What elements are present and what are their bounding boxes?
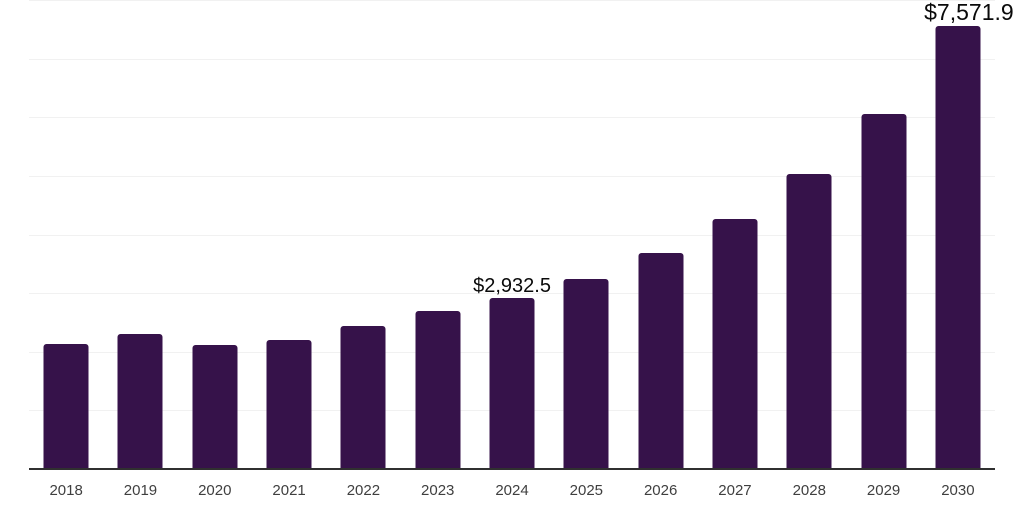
x-tick-2024: 2024 xyxy=(495,482,529,499)
bar-2027 xyxy=(712,219,758,470)
bar-2023 xyxy=(415,310,461,470)
bar-2020 xyxy=(192,344,238,470)
x-tick-2020: 2020 xyxy=(198,482,232,499)
bar-slot-2024: $2,932.5 xyxy=(473,0,551,470)
x-tick-2018: 2018 xyxy=(49,482,83,499)
plot-area: $2,932.5 $7,571.9 xyxy=(29,0,1014,470)
gridline-6000 xyxy=(29,117,995,119)
bars: $2,932.5 $7,571.9 xyxy=(29,0,1014,470)
x-tick-2029: 2029 xyxy=(866,482,901,499)
data-label-2030: $7,571.9 xyxy=(924,0,1014,25)
x-axis-labels: 2018 2019 2020 2021 2022 2023 2024 2025 2026 2027… xyxy=(29,470,995,498)
bar-slot-2030: $7,571.9 xyxy=(921,0,1014,470)
gridline-8000 xyxy=(29,0,995,1)
bar-slot-2023 xyxy=(401,0,475,470)
bar-2025 xyxy=(563,278,609,470)
x-axis-line xyxy=(29,468,995,470)
x-tick-2028: 2028 xyxy=(792,482,826,499)
bar-slot-2025 xyxy=(549,0,623,470)
bar-2029 xyxy=(861,113,907,470)
x-tick-2026: 2026 xyxy=(643,482,678,499)
bar-slot-2018 xyxy=(29,0,103,470)
bar-2019 xyxy=(117,334,163,470)
x-tick-2027: 2027 xyxy=(718,482,752,499)
bar-slot-2029 xyxy=(846,0,920,470)
x-tick-2021: 2021 xyxy=(272,482,306,499)
x-tick-2023: 2023 xyxy=(421,482,455,499)
bar-2026 xyxy=(638,252,684,470)
bar-slot-2022 xyxy=(326,0,400,470)
data-label-2024: $2,932.5 xyxy=(473,275,551,298)
bar-slot-2020 xyxy=(178,0,252,470)
gridline-5000 xyxy=(29,175,995,177)
x-tick-2022: 2022 xyxy=(346,482,381,499)
bar-slot-2027 xyxy=(698,0,772,470)
bar-2018 xyxy=(43,343,89,470)
gridline-4000 xyxy=(29,234,995,236)
gridline-3000 xyxy=(29,293,995,295)
bar-2030 xyxy=(935,26,981,470)
x-tick-2025: 2025 xyxy=(569,482,604,499)
bar-2024 xyxy=(489,298,535,470)
bar-2028 xyxy=(786,173,832,470)
bar-slot-2026 xyxy=(624,0,698,470)
bar-slot-2019 xyxy=(103,0,177,470)
bar-2022 xyxy=(340,326,386,470)
bar-slot-2028 xyxy=(772,0,846,470)
bar-2021 xyxy=(266,340,312,470)
gridline-7000 xyxy=(29,58,995,60)
x-tick-2030: 2030 xyxy=(941,482,975,499)
bar-slot-2021 xyxy=(252,0,326,470)
x-tick-2019: 2019 xyxy=(123,482,158,499)
